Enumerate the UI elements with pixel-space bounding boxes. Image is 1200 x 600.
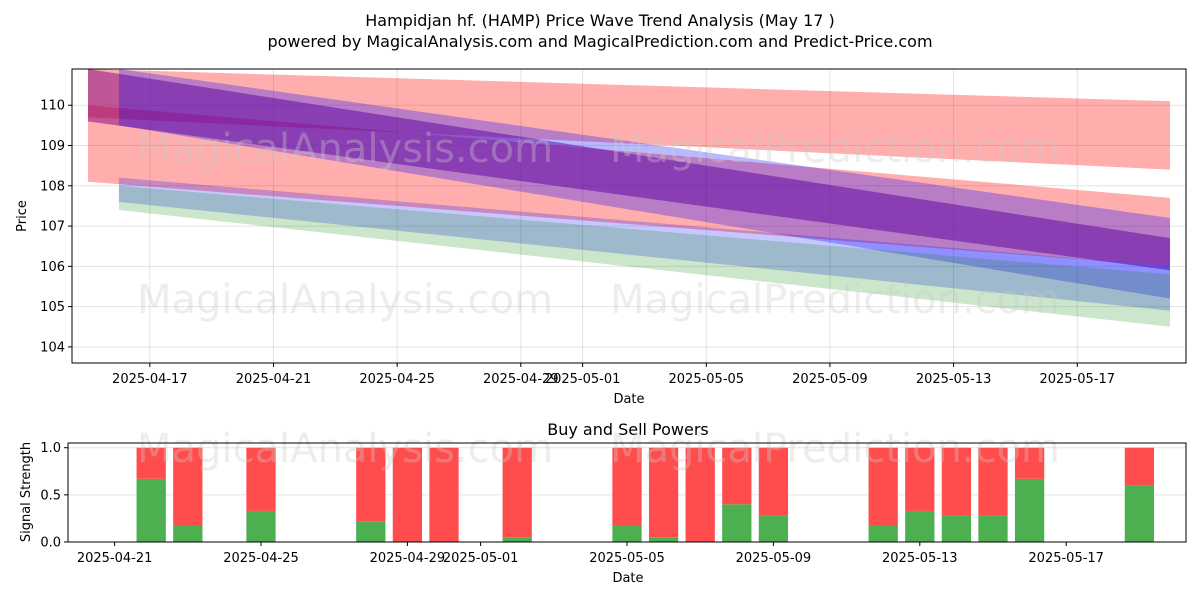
- price-band-purple-2: [88, 69, 1170, 271]
- price-axes-frame: [71, 68, 1187, 364]
- sell-bar: [612, 447, 642, 526]
- sell-bar: [429, 447, 459, 542]
- price-xtick-label: 2025-05-05: [669, 372, 745, 387]
- price-ytick-label: 109: [40, 139, 65, 154]
- price-watermark: MagicalAnalysis.com MagicalPrediction.co…: [137, 126, 1060, 323]
- signal-ytick-label: 1.0: [40, 441, 61, 456]
- signal-ytick-label: 0.0: [40, 536, 61, 551]
- sell-bar: [868, 447, 898, 526]
- sell-bar: [978, 447, 1008, 516]
- buy-bar: [868, 525, 898, 542]
- sell-bar: [905, 447, 935, 511]
- price-xlabel: Date: [613, 392, 644, 407]
- signal-title: Buy and Sell Powers: [547, 420, 709, 439]
- sell-bar: [758, 447, 789, 516]
- price-ytick-label: 105: [40, 300, 65, 315]
- watermark-right: MagicalPrediction.com: [610, 126, 1060, 172]
- price-band-blue-3: [118, 69, 1170, 299]
- signal-xtick-label: 2025-05-17: [1028, 551, 1104, 566]
- price-xtick-label: 2025-05-01: [545, 372, 621, 387]
- price-bands: [88, 69, 1170, 327]
- price-band-green-5: [118, 185, 1170, 327]
- price-xtick-label: 2025-05-17: [1039, 372, 1115, 387]
- buy-bar: [136, 478, 166, 542]
- signal-ylabel: Signal Strength: [19, 442, 34, 542]
- signal-ytick-label: 0.5: [40, 488, 61, 503]
- buy-bar: [173, 525, 203, 542]
- sell-bar: [722, 447, 752, 505]
- sell-bar: [173, 447, 203, 526]
- signal-xtick-label: 2025-04-29: [370, 551, 446, 566]
- buy-bar: [1124, 485, 1155, 542]
- buy-bar: [905, 510, 935, 542]
- signal-xtick-label: 2025-05-05: [589, 551, 665, 566]
- signal-xtick-label: 2025-04-21: [77, 551, 153, 566]
- buy-bar: [246, 510, 276, 542]
- signal-xtick-label: 2025-04-25: [223, 551, 299, 566]
- price-ticks: 104 105 106 107 108 109 110 2025-04-17 2025-04-2…: [40, 99, 1115, 387]
- sell-bar: [136, 447, 166, 479]
- buy-bar: [758, 515, 789, 542]
- signal-xtick-label: 2025-05-13: [882, 551, 958, 566]
- signal-watermark-right: MagicalPrediction.com: [610, 426, 1060, 472]
- sell-bar: [685, 447, 715, 542]
- watermark-left-2: MagicalAnalysis.com: [137, 277, 553, 323]
- sell-bar: [941, 447, 972, 516]
- buy-bar: [356, 521, 386, 542]
- buy-bar: [612, 525, 642, 542]
- sell-bar: [1014, 447, 1045, 479]
- price-xtick-label: 2025-04-17: [112, 372, 188, 387]
- chart-title: Hampidjan hf. (HAMP) Price Wave Trend An…: [365, 11, 835, 30]
- signal-xtick-label: 2025-05-01: [443, 551, 519, 566]
- buy-bar: [941, 515, 972, 542]
- price-band-blue-4: [118, 177, 1170, 311]
- sell-bar: [392, 447, 423, 542]
- watermark-left: MagicalAnalysis.com: [137, 126, 553, 172]
- price-xtick-label: 2025-05-13: [916, 372, 992, 387]
- sell-bar: [356, 447, 386, 522]
- price-ylabel: Price: [15, 200, 30, 232]
- watermark-right-2: MagicalPrediction.com: [610, 277, 1060, 323]
- price-band-red-0: [88, 69, 1170, 170]
- price-ytick-label: 108: [40, 179, 65, 194]
- sell-bar: [246, 447, 276, 511]
- signal-xtick-label: 2025-05-09: [736, 551, 812, 566]
- sell-bar: [648, 447, 679, 538]
- buy-bar: [1014, 478, 1045, 542]
- price-xtick-label: 2025-04-29: [483, 372, 559, 387]
- price-xtick-label: 2025-04-25: [359, 372, 435, 387]
- price-xtick-label: 2025-04-21: [236, 372, 312, 387]
- price-xtick-label: 2025-05-09: [792, 372, 868, 387]
- chart-subtitle: powered by MagicalAnalysis.com and Magic…: [267, 32, 932, 51]
- price-ytick-label: 107: [40, 220, 65, 235]
- buy-bar: [502, 537, 532, 542]
- price-ytick-label: 110: [40, 99, 65, 114]
- buy-bar: [978, 515, 1008, 542]
- price-ytick-label: 104: [40, 340, 65, 355]
- price-ytick-label: 106: [40, 260, 65, 275]
- signal-panel: Buy and Sell Powers MagicalAnalysis.com …: [19, 420, 1187, 586]
- signal-watermark: MagicalAnalysis.com MagicalPrediction.co…: [137, 426, 1060, 472]
- sell-bar: [1124, 447, 1155, 486]
- signal-watermark-left: MagicalAnalysis.com: [137, 426, 553, 472]
- buy-bar: [722, 504, 752, 542]
- price-panel: MagicalAnalysis.com MagicalPrediction.co…: [15, 68, 1187, 407]
- signal-bars: [136, 447, 1155, 542]
- signal-xlabel: Date: [612, 571, 643, 586]
- buy-bar: [648, 537, 679, 542]
- sell-bar: [502, 447, 532, 538]
